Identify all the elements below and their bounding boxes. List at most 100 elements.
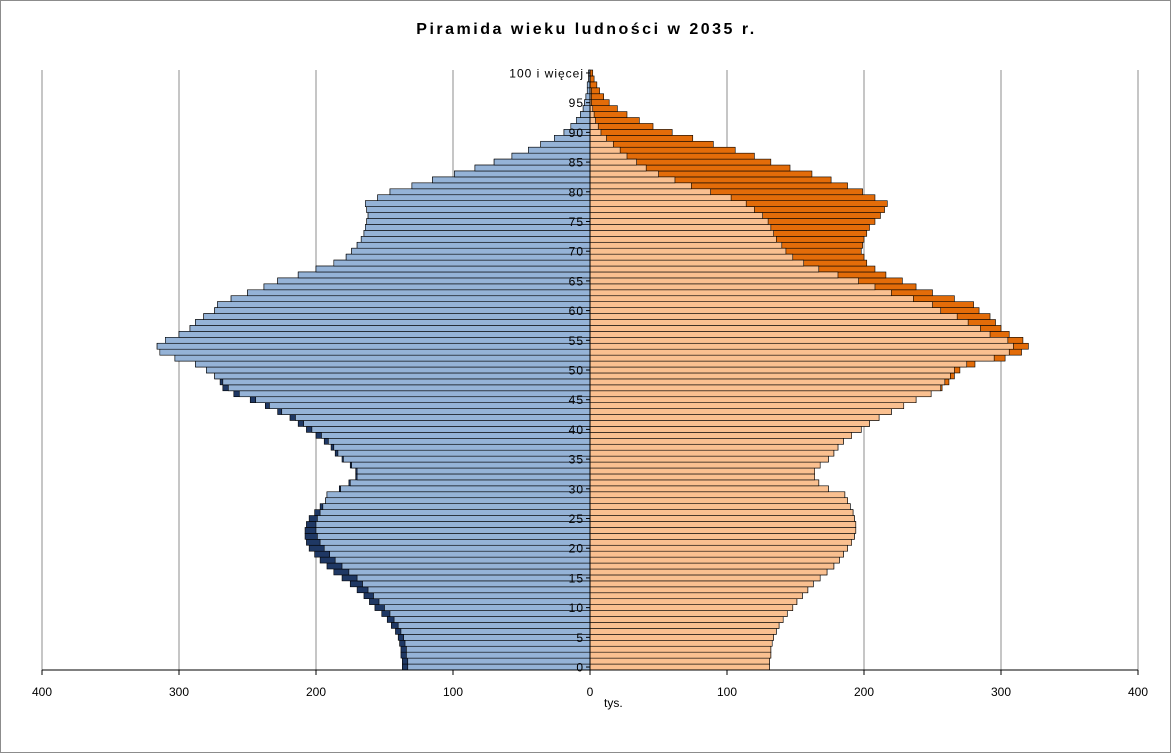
age-label: 15 [569, 571, 584, 585]
bar-right-age-37 [589, 443, 839, 451]
bar-right-age-8 [589, 616, 784, 623]
x-tick-label: 100 [717, 685, 737, 699]
bar-left-age-54 [156, 342, 591, 350]
bar-left-age-56 [178, 331, 591, 338]
bar-left-age-67 [315, 265, 591, 273]
bar-right-age-92 [589, 117, 596, 124]
bar-left-age-4 [404, 639, 591, 647]
bar-right-age-50 [589, 366, 955, 374]
bar-left-age-88 [540, 140, 591, 148]
bar-right_excess-age-99 [589, 75, 595, 83]
bar-left-age-64 [263, 283, 591, 291]
bar-left-age-66 [297, 271, 591, 279]
bar-left-age-77 [366, 206, 591, 213]
bar-right-age-89 [589, 135, 607, 142]
bar-left-age-21 [319, 539, 591, 546]
bar-left-age-49 [214, 372, 591, 380]
bar-right-age-10 [589, 604, 794, 611]
bar-right-age-14 [589, 580, 814, 588]
x-tick-label: 300 [991, 685, 1011, 699]
bar-left-age-51 [195, 360, 591, 368]
bar-left-age-80 [389, 188, 591, 196]
bar-left-age-22 [317, 533, 591, 540]
bar-left-age-20 [323, 544, 591, 552]
bar-right-age-0 [589, 663, 770, 671]
age-label: 85 [569, 156, 584, 170]
bar-right-age-36 [589, 449, 835, 457]
bar-right-age-28 [589, 497, 848, 504]
age-label: 50 [569, 364, 584, 378]
bar-left-age-55 [165, 337, 591, 344]
bar-left-age-16 [348, 568, 591, 576]
bar-right-age-51 [589, 360, 968, 368]
bar-right-age-48 [589, 378, 946, 386]
bar-left-age-17 [341, 562, 591, 570]
bar-left-age-13 [367, 586, 591, 594]
bar-left-age-10 [384, 604, 591, 611]
bar-left-age-65 [277, 277, 591, 285]
bar-right-age-53 [589, 348, 1010, 356]
bar-left-age-46 [238, 390, 591, 398]
bar-left-age-48 [222, 378, 591, 386]
bar-right-age-40 [589, 426, 862, 433]
bar-left-age-70 [351, 247, 591, 255]
bar-left-age-5 [403, 634, 591, 641]
bar-right-age-66 [589, 271, 839, 279]
age-label: 10 [569, 601, 584, 615]
bar-right-age-67 [589, 265, 820, 273]
bar-right-age-63 [589, 289, 892, 297]
bar-left-age-53 [159, 348, 591, 356]
bar-right-age-77 [589, 206, 755, 213]
x-axis-label: tys. [604, 696, 623, 710]
bar-right-age-45 [589, 396, 917, 403]
bar-left-age-8 [393, 616, 591, 623]
bar-right-age-44 [589, 402, 905, 409]
bar-left-age-18 [334, 556, 591, 564]
bar-left-age-9 [389, 610, 591, 617]
bar-right-age-93 [589, 111, 595, 118]
x-tick-label: 400 [1128, 685, 1148, 699]
bar-left-age-24 [315, 521, 591, 528]
bar-left-age-19 [329, 550, 591, 558]
bar-right-age-54 [589, 342, 1014, 350]
bar-right_excess-age-90 [589, 129, 673, 136]
bar-right-age-32 [589, 473, 815, 481]
age-label: 95 [569, 96, 584, 110]
bar-right-age-13 [589, 586, 809, 594]
bar-left-age-7 [397, 622, 591, 629]
bar-left-age-87 [528, 146, 591, 154]
bar-right-age-3 [589, 645, 772, 653]
age-label: 35 [569, 453, 584, 467]
bar-right-age-88 [589, 140, 614, 148]
bar-right-age-39 [589, 432, 852, 439]
bar-right-age-18 [589, 556, 840, 564]
chart-title: Piramida wieku ludności w 2035 r. [416, 21, 757, 38]
bar-right-age-12 [589, 592, 803, 600]
bar-left-age-23 [315, 527, 591, 534]
bar-right-age-15 [589, 574, 821, 582]
bar-right-age-4 [589, 639, 773, 647]
bar-right-age-23 [589, 527, 857, 534]
bar-left-age-6 [400, 628, 591, 635]
bar-right-age-64 [589, 283, 876, 291]
bar-right-age-69 [589, 253, 794, 261]
bar-left-age-36 [337, 449, 591, 457]
bar-right-age-49 [589, 372, 951, 380]
bar-right-age-9 [589, 610, 788, 617]
bar-right-age-5 [589, 634, 774, 641]
bar-left-age-81 [411, 182, 591, 190]
bar-right-age-80 [589, 188, 711, 196]
bar-right-age-79 [589, 194, 732, 201]
bar-right-age-59 [589, 313, 958, 320]
bar-right-age-61 [589, 301, 933, 308]
age-label: 45 [569, 393, 584, 407]
x-tick-label: 300 [169, 685, 189, 699]
bar-left-age-30 [340, 485, 591, 493]
bar-right-age-6 [589, 628, 777, 635]
x-tick-label: 0 [587, 685, 594, 699]
bar-left-age-0 [407, 663, 591, 671]
bar-left-age-57 [189, 325, 591, 332]
bar-right-age-30 [589, 485, 829, 493]
bar-right-age-73 [589, 230, 774, 237]
